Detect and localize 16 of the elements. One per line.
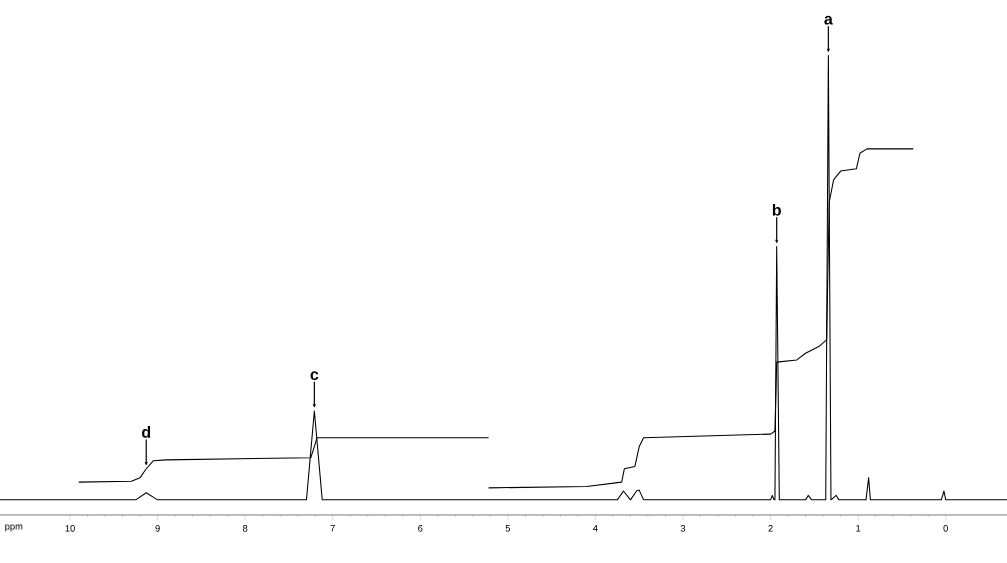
annotation: b — [772, 203, 781, 216]
x-tick-label: 0 — [943, 525, 948, 532]
x-tick-label: 1 — [856, 525, 861, 532]
x-tick-label: 9 — [155, 525, 160, 532]
x-tick-label: 10 — [65, 525, 75, 532]
annotation: d — [141, 426, 151, 438]
x-tick-label: 8 — [242, 525, 248, 532]
x-tick-label: 7 — [330, 525, 335, 532]
x-tick-label: 3 — [680, 525, 686, 532]
x-axis-title: ppm — [5, 524, 23, 532]
x-tick-label: 4 — [593, 525, 598, 532]
annotation: a — [824, 15, 833, 25]
x-tick-label: 2 — [768, 525, 773, 532]
x-tick-label: 5 — [505, 525, 511, 532]
annotation: c — [310, 371, 319, 381]
x-tick-label: 6 — [418, 525, 423, 532]
